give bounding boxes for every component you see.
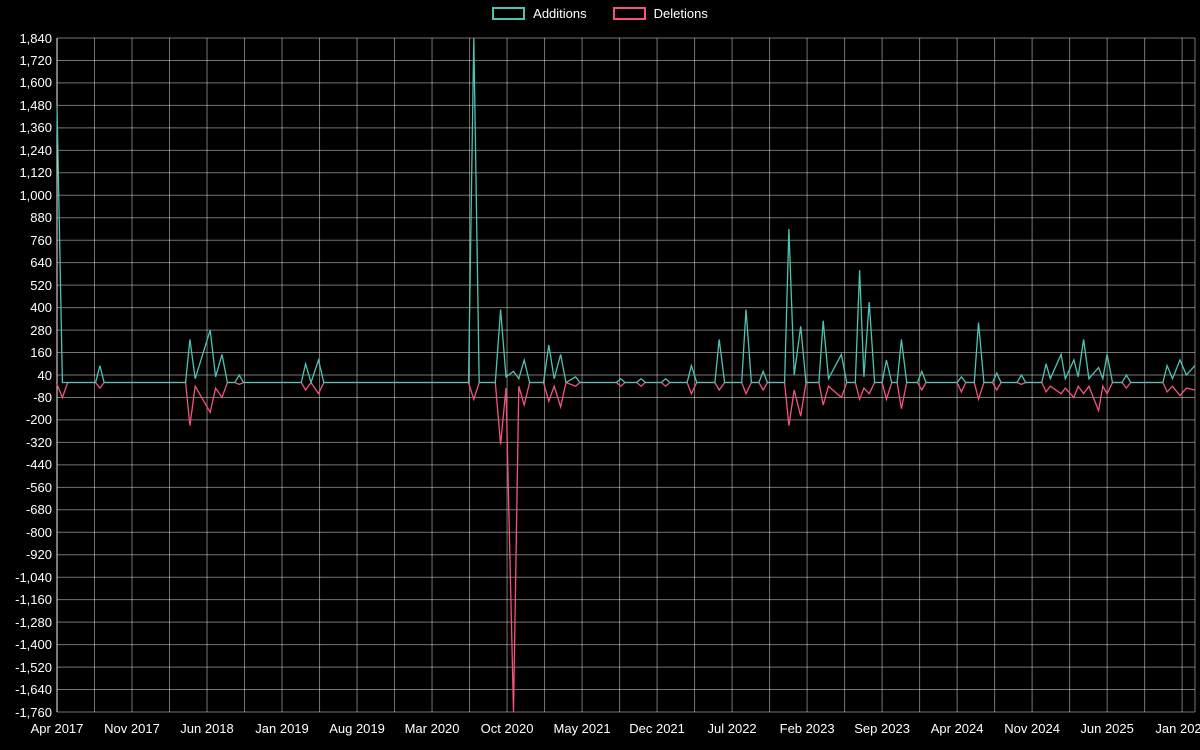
- x-tick-label: May 2021: [553, 721, 611, 736]
- y-tick-label: -80: [33, 389, 52, 405]
- x-tick-label: Sep 2023: [854, 721, 910, 736]
- y-tick-label: -560: [25, 479, 52, 495]
- y-tick-label: -1,640: [15, 682, 52, 698]
- y-tick-label: 400: [30, 300, 52, 316]
- legend-label-additions: Additions: [533, 6, 587, 21]
- additions-swatch-icon: [492, 7, 526, 20]
- chart-legend: Additions Deletions: [0, 6, 1200, 21]
- legend-item-additions[interactable]: Additions: [492, 6, 587, 21]
- y-tick-label: -920: [25, 547, 52, 563]
- x-tick-label: Jun 2018: [180, 721, 234, 736]
- y-tick-label: -320: [25, 434, 52, 450]
- y-tick-label: 520: [30, 277, 52, 293]
- y-tick-label: -440: [25, 457, 52, 473]
- additions-line: [56, 37, 1196, 385]
- x-tick-label: Jul 2022: [707, 721, 757, 736]
- y-tick-label: -200: [25, 412, 52, 428]
- y-tick-label: 1,600: [19, 75, 52, 91]
- x-tick-label: Oct 2020: [480, 721, 534, 736]
- y-tick-label: -1,520: [15, 659, 52, 675]
- y-tick-label: 160: [30, 345, 52, 361]
- x-tick-label: Apr 2024: [930, 721, 984, 736]
- y-tick-label: 1,000: [19, 187, 52, 203]
- x-tick-label: Jan 2026: [1155, 721, 1200, 736]
- x-tick-label: Jun 2025: [1080, 721, 1134, 736]
- y-tick-label: 1,840: [19, 30, 52, 46]
- deletions-line: [56, 381, 1196, 713]
- y-tick-label: -1,400: [15, 637, 52, 653]
- y-tick-label: 880: [30, 210, 52, 226]
- y-tick-label: -1,760: [15, 704, 52, 720]
- y-tick-label: 1,720: [19, 52, 52, 68]
- y-tick-label: -1,280: [15, 614, 52, 630]
- x-tick-label: Aug 2019: [329, 721, 385, 736]
- y-tick-label: 760: [30, 232, 52, 248]
- x-tick-label: Nov 2024: [1004, 721, 1060, 736]
- y-tick-label: 640: [30, 255, 52, 271]
- x-tick-label: Jan 2019: [255, 721, 309, 736]
- x-tick-label: Feb 2023: [779, 721, 835, 736]
- x-tick-label: Dec 2021: [629, 721, 685, 736]
- y-tick-label: -800: [25, 524, 52, 540]
- y-tick-label: 1,240: [19, 142, 52, 158]
- deletions-swatch-icon: [612, 7, 646, 20]
- y-tick-label: -1,160: [15, 592, 52, 608]
- y-tick-label: 280: [30, 322, 52, 338]
- legend-item-deletions[interactable]: Deletions: [612, 6, 708, 21]
- x-tick-label: Nov 2017: [104, 721, 160, 736]
- y-tick-label: -1,040: [15, 569, 52, 585]
- y-tick-label: -680: [25, 502, 52, 518]
- x-tick-label: Apr 2017: [30, 721, 84, 736]
- legend-label-deletions: Deletions: [653, 6, 708, 21]
- y-tick-label: 1,120: [19, 165, 52, 181]
- y-tick-label: 40: [37, 367, 52, 383]
- y-tick-label: 1,360: [19, 120, 52, 136]
- x-tick-label: Mar 2020: [404, 721, 460, 736]
- y-tick-label: 1,480: [19, 97, 52, 113]
